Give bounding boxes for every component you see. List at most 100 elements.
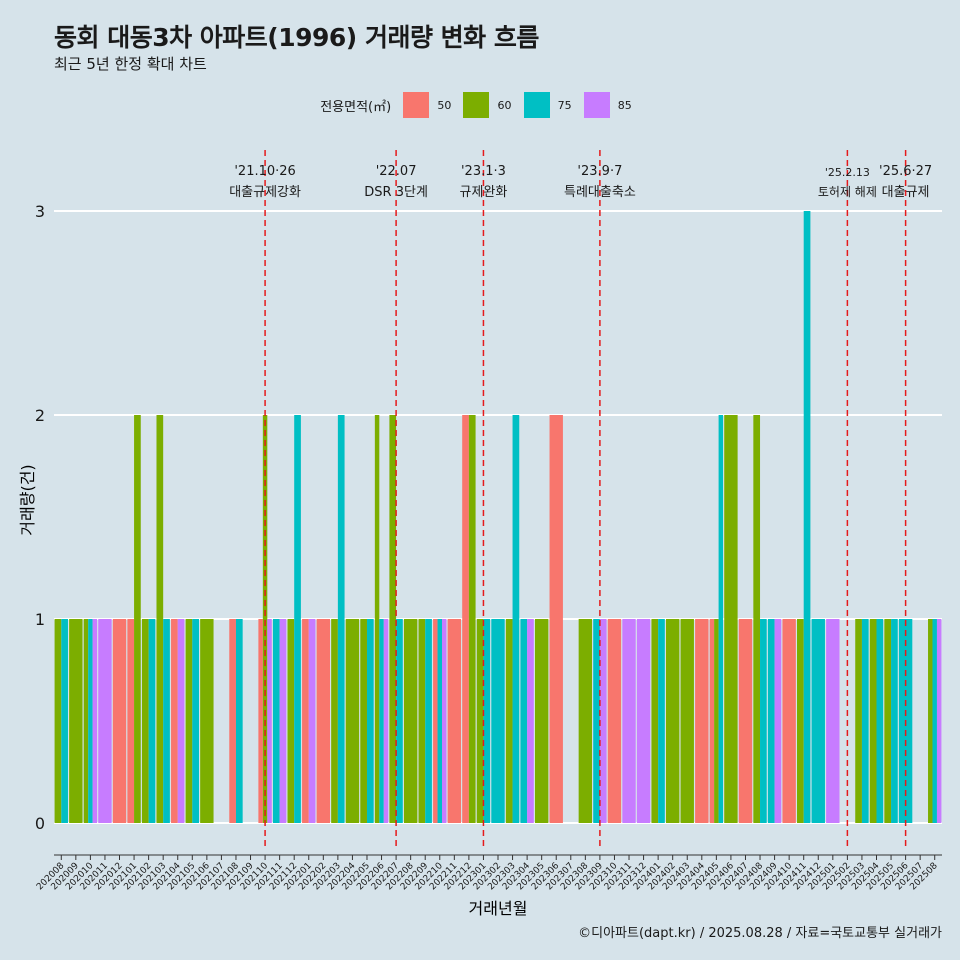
bar-202203-60: [331, 619, 338, 823]
y-axis-title: 거래량(건): [18, 464, 37, 535]
bar-layer: [54, 211, 942, 823]
bar-202212-50: [462, 415, 469, 823]
bar-202312-85: [636, 619, 651, 823]
bar-202110-50: [258, 619, 263, 823]
bar-202102-75: [148, 619, 156, 823]
bar-202310-50: [607, 619, 622, 823]
bar-202302-75: [491, 619, 505, 823]
bar-202508-60: [928, 619, 933, 823]
bar-202503-60: [855, 619, 862, 823]
bar-202206-75: [379, 619, 384, 823]
bar-202401-75: [658, 619, 665, 823]
bar-202202-50: [316, 619, 331, 823]
bar-202009-60: [69, 619, 83, 823]
bar-202405-75: [718, 415, 724, 823]
source-caption: ©디아파트(dapt.kr) / 2025.08.28 / 자료=국토교통부 실…: [578, 926, 942, 941]
bar-202104-50: [171, 619, 178, 823]
bar-202111-75: [272, 619, 280, 823]
bar-202101-50: [127, 619, 135, 823]
event-date-label: '23.9·7: [577, 164, 622, 179]
bar-202309-75: [593, 619, 600, 823]
legend-label-75: 75: [557, 98, 572, 112]
legend: 전용면적(㎡) 50 60 75 85: [0, 92, 960, 118]
bar-202408-60: [753, 415, 761, 823]
bar-202010-60: [83, 619, 89, 823]
bar-202212-60: [468, 415, 476, 823]
bar-202010-85: [92, 619, 98, 823]
legend-item-75: 75: [523, 92, 572, 118]
bar-202501-85: [826, 619, 840, 823]
event-name-label: 특례대출축소: [564, 185, 636, 200]
legend-item-50: 50: [403, 92, 451, 118]
bar-202209-60: [418, 619, 426, 823]
x-axis-title: 거래년월: [469, 899, 528, 918]
y-tick-label: 2: [35, 406, 45, 425]
bar-202008-75: [61, 619, 68, 823]
bar-202403-60: [680, 619, 694, 823]
event-date-label: '25.2.13: [825, 166, 870, 179]
bar-202306-50: [549, 415, 563, 823]
bar-202112-60: [287, 619, 295, 823]
bar-202104-85: [177, 619, 185, 823]
bar-202407-50: [738, 619, 753, 823]
bar-202411-60: [797, 619, 804, 823]
bar-202505-75: [891, 619, 898, 823]
legend-label-50: 50: [437, 98, 452, 112]
bar-202301-75: [483, 619, 491, 823]
bar-202409-85: [774, 619, 782, 823]
bar-202210-85: [442, 619, 447, 823]
bar-202508-75: [932, 619, 937, 823]
bar-202504-75: [876, 619, 884, 823]
legend-item-60: 60: [463, 92, 511, 118]
bar-202108-50: [229, 619, 236, 823]
legend-swatch-75: [523, 92, 550, 118]
bar-202311-85: [622, 619, 636, 823]
bar-202206-60: [374, 415, 380, 823]
bar-202012-50: [112, 619, 127, 823]
bar-202211-50: [447, 619, 462, 823]
annotation-layer: '21.10·26 대출규제강화 '22.07 DSR 3단계 '23.1·3 규제완화 '…: [229, 150, 932, 850]
bar-202305-60: [534, 619, 549, 823]
axis-layer: 2020082020092020102020112020122021012021…: [35, 854, 942, 892]
bar-202101-60: [134, 415, 141, 823]
event-date-label: '23.1·3: [461, 164, 506, 179]
bar-202410-50: [782, 619, 796, 823]
bar-202108-75: [235, 619, 243, 823]
bar-202210-75: [437, 619, 443, 823]
bar-202103-75: [163, 619, 170, 823]
bar-202508-85: [936, 619, 942, 823]
event-name-label: 규제완화: [460, 185, 508, 200]
chart-title: 동회 대동3차 아파트(1996) 거래량 변화 흐름: [54, 23, 539, 52]
bar-202110-85: [267, 619, 272, 823]
bar-202309-85: [599, 619, 607, 823]
bar-202301-60: [476, 619, 484, 823]
bar-202401-60: [651, 619, 659, 823]
y-tick-label: 3: [35, 202, 45, 221]
bar-202203-75: [337, 415, 345, 823]
legend-title: 전용면적(㎡): [320, 99, 392, 115]
bar-202112-75: [294, 415, 301, 823]
bar-202011-85: [98, 619, 112, 823]
legend-label-85: 85: [617, 98, 632, 112]
bar-202110-60: [262, 415, 268, 823]
bar-202304-85: [527, 619, 534, 823]
event-date-label: '21.10·26: [234, 164, 295, 179]
event-name-label: 대출규제: [882, 185, 930, 200]
bar-202209-75: [425, 619, 432, 823]
bar-202201-50: [302, 619, 309, 823]
bar-202102-60: [141, 619, 149, 823]
bar-202308-60: [578, 619, 593, 823]
bar-202503-75: [861, 619, 869, 823]
legend-swatch-50: [403, 92, 430, 118]
bar-202106-60: [200, 619, 214, 823]
bar-202412-75: [811, 619, 825, 823]
bar-202208-60: [403, 619, 418, 823]
bar-202207-60: [389, 415, 397, 823]
bar-202210-50: [433, 619, 438, 823]
legend-item-85: 85: [583, 92, 632, 118]
bar-202411-75: [803, 211, 811, 823]
bar-202103-60: [156, 415, 164, 823]
bar-202010-75: [88, 619, 93, 823]
y-tick-label: 0: [35, 814, 45, 833]
